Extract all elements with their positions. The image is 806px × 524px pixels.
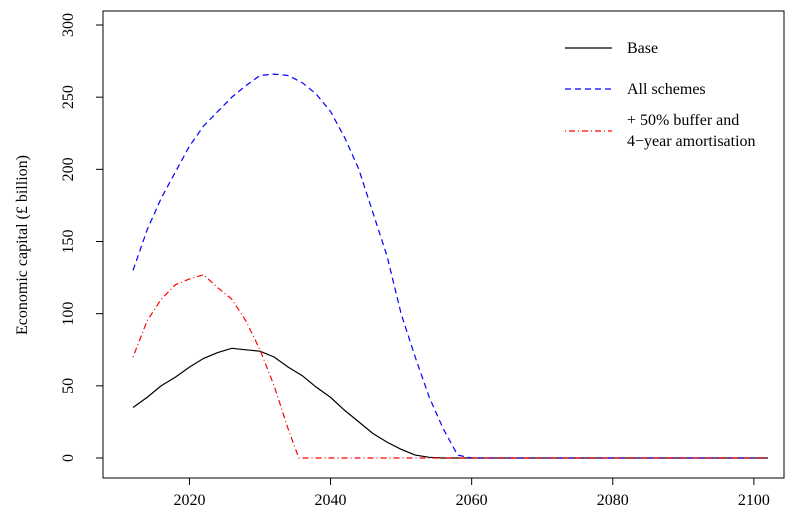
series-lines: [132, 73, 768, 459]
y-axis-title: Economic capital (£ billion): [14, 155, 31, 335]
axes: 2020 2040 2060 2080 2100 0 50 100 150 200 250 300: [60, 13, 770, 509]
y-tick-label: 250: [60, 85, 77, 109]
y-tick-label: 200: [60, 157, 77, 181]
y-tick-label: 300: [60, 13, 77, 37]
plot-frame: [102, 10, 785, 479]
series-line-1: [132, 73, 768, 459]
legend-label-2: + 50% buffer and: [627, 112, 739, 129]
y-tick-label: 0: [60, 454, 77, 462]
y-tick-label: 150: [60, 230, 77, 254]
x-tick-label: 2040: [315, 492, 347, 509]
y-tick-label: 100: [60, 302, 77, 326]
legend-label-2: 4−year amortisation: [627, 133, 756, 150]
x-tick-label: 2100: [738, 492, 770, 509]
series-line-2: [132, 274, 768, 459]
legend-label-0: Base: [627, 40, 658, 57]
y-tick-label: 50: [60, 378, 77, 394]
x-tick-label: 2020: [173, 492, 205, 509]
x-tick-label: 2080: [597, 492, 629, 509]
legend-label-1: All schemes: [627, 81, 706, 98]
x-tick-label: 2060: [456, 492, 488, 509]
series-line-0: [132, 347, 768, 459]
legend: Base All schemes + 50% buffer and 4−year am…: [565, 40, 756, 150]
